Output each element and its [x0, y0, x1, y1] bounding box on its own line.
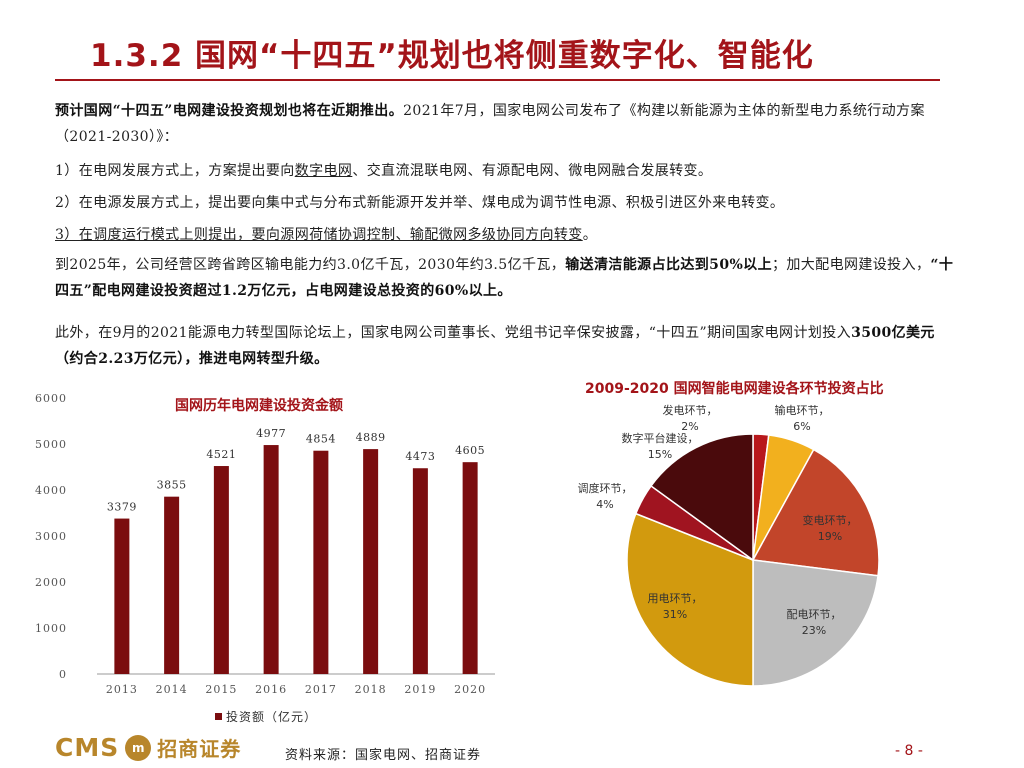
legend-swatch [215, 713, 222, 720]
company-logo: CMS m 招商证券 [55, 733, 241, 762]
pie-slice-percent: 31% [663, 608, 687, 621]
logo-mark-icon: m [125, 734, 152, 761]
bar [363, 449, 379, 674]
pie-slice [626, 512, 754, 687]
bar [114, 518, 130, 674]
x-tick-label: 2017 [305, 683, 337, 696]
pie-slice-label: 输电环节， [775, 403, 830, 417]
bar-value-label: 4854 [306, 433, 336, 446]
paragraph-point-2: 2）在电源发展方式上，提出要向集中式与分布式新能源开发并举、煤电成为调节性电源、… [55, 195, 785, 211]
logo-cms: CMS [55, 733, 120, 762]
bar [412, 468, 428, 674]
y-tick-label: 3000 [35, 530, 67, 543]
pie-slice-label: 调度环节， [578, 481, 633, 495]
legend-label: 投资额（亿元） [226, 710, 318, 724]
point-1-underlined: 数字电网 [294, 163, 353, 179]
pie-slice-percent: 19% [818, 530, 842, 543]
pie-chart: 发电环节， 2% 输电环节， 6% 变电环节， 19% 配电环节， 23% 用电环节， 31% 调度… [578, 403, 880, 687]
y-tick-label: 5000 [35, 438, 67, 451]
x-tick-label: 2018 [355, 683, 387, 696]
pie-chart-title: 2009-2020 国网智能电网建设各环节投资占比 [585, 381, 884, 397]
y-tick-label: 2000 [35, 576, 67, 589]
intro-bold: 预计国网“十四五”电网建设投资规划也将在近期推出。 [55, 103, 404, 119]
x-tick-label: 2013 [106, 683, 138, 696]
bar-value-label: 4473 [405, 450, 435, 463]
pie-slice-label: 变电环节， [803, 513, 858, 527]
paragraph-forum: 此外，在9月的2021能源电力转型国际论坛上，国家电网公司董事长、党组书记辛保安… [55, 320, 955, 372]
bar [213, 466, 229, 674]
pie-slice [650, 433, 754, 562]
x-tick-label: 2020 [454, 683, 486, 696]
capacity-bold-1: 输送清洁能源占比达到50%以上 [565, 257, 772, 273]
bar [462, 462, 478, 674]
y-tick-label: 6000 [35, 392, 67, 405]
x-tick-label: 2014 [156, 683, 188, 696]
y-tick-label: 1000 [35, 622, 67, 635]
pie-slice-percent: 4% [596, 498, 613, 511]
bar-legend: 投资额（亿元） [215, 708, 317, 725]
pie-slice-percent: 6% [793, 420, 810, 433]
pie-slice-percent: 15% [648, 448, 672, 461]
capacity-bold-2: “十四五”配电网建设投资超过1.2万亿元，占电网建设总投资的60%以上。 [55, 257, 954, 299]
pie-slice [752, 559, 879, 687]
x-tick-label: 2019 [404, 683, 436, 696]
forum-bold: 3500亿美元（约合2.23万亿元），推进电网转型升级。 [55, 325, 935, 367]
bar-chart: 0 1000 2000 3000 4000 5000 6000 3379 2013 3855 201… [35, 392, 495, 696]
paragraph-point-1: 1）在电网发展方式上，方案提出要向数字电网、交直流混联电网、有源配电网、微电网融… [55, 158, 955, 184]
bar-value-label: 4521 [206, 448, 236, 461]
paragraph-point-3: 3）在调度运行模式上则提出，要向源网荷储协调控制、输配微网多级协同方向转变。 [55, 222, 955, 248]
pie-slice-percent: 2% [681, 420, 698, 433]
bar-value-label: 3855 [157, 479, 187, 492]
logo-company-name: 招商证券 [157, 737, 242, 761]
bar [164, 496, 180, 674]
forum-text: 此外，在9月的2021能源电力转型国际论坛上，国家电网公司董事长、党组书记辛保安… [55, 325, 852, 341]
paragraph-capacity: 到2025年，公司经营区跨省跨区输电能力约3.0亿千瓦，2030年约3.5亿千瓦… [55, 252, 955, 304]
intro-text: 2021年7月，国家电网公司发布了《构建以新能源为主体的新型电力系统行动方案（2… [55, 103, 925, 145]
point-3-end: 。 [582, 227, 598, 243]
pie-slice-label: 发电环节， [663, 403, 718, 417]
capacity-text-b: ；加大配电网建设投入， [771, 257, 931, 273]
pie-slice-label: 用电环节， [648, 592, 703, 605]
x-tick-label: 2016 [255, 683, 287, 696]
bar [263, 445, 279, 674]
pie-slice-percent: 23% [802, 624, 826, 637]
point-3-underlined: 3）在调度运行模式上则提出，要向源网荷储协调控制、输配微网多级协同方向转变 [55, 227, 583, 243]
capacity-text-a: 到2025年，公司经营区跨省跨区输电能力约3.0亿千瓦，2030年约3.5亿千瓦… [55, 257, 566, 273]
page-number: - 8 - [895, 743, 923, 759]
y-tick-label: 4000 [35, 484, 67, 497]
bar [313, 450, 329, 674]
bar-chart-title: 国网历年电网建设投资金额 [175, 398, 343, 414]
page-title: 1.3.2 国网“十四五”规划也将侧重数字化、智能化 [90, 38, 814, 74]
bar-value-label: 3379 [107, 501, 137, 514]
bar-value-label: 4889 [356, 431, 386, 444]
pie-slice [751, 448, 880, 577]
y-tick-label: 0 [59, 668, 67, 681]
pie-slice-label: 数字平台建设， [622, 431, 699, 445]
pie-slice-label: 配电环节， [787, 608, 842, 621]
title-divider [55, 79, 940, 81]
bar-value-label: 4977 [256, 427, 286, 440]
point-1-text: 、交直流混联电网、有源配电网、微电网融合发展转变。 [352, 163, 713, 179]
paragraph-intro: 预计国网“十四五”电网建设投资规划也将在近期推出。2021年7月，国家电网公司发… [55, 98, 955, 150]
point-1-prefix: 1）在电网发展方式上，方案提出要向 [55, 163, 295, 179]
x-tick-label: 2015 [205, 683, 237, 696]
bar-value-label: 4605 [455, 444, 485, 457]
source-note: 资料来源：国家电网、招商证券 [285, 748, 482, 763]
